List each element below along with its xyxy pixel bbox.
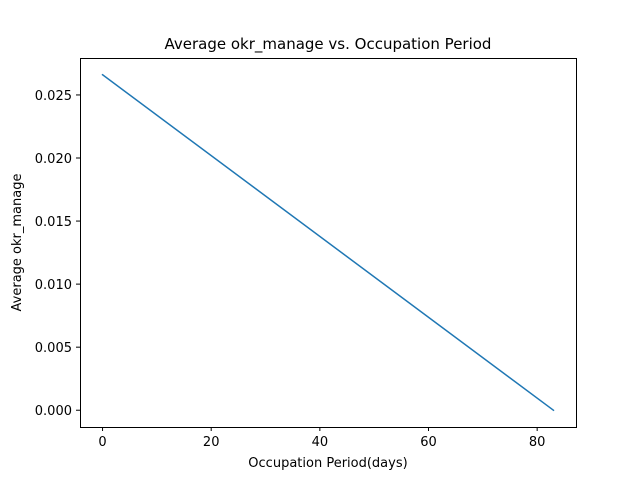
x-tick-label: 0 <box>98 435 106 450</box>
y-tick-label: 0.010 <box>35 278 72 293</box>
y-axis-label: Average okr_manage <box>10 174 25 312</box>
plot-area-frame <box>80 58 577 428</box>
y-tick-label: 0.015 <box>35 215 72 230</box>
x-tick-label: 60 <box>420 435 437 450</box>
y-tick-label: 0.020 <box>35 152 72 167</box>
x-tick-label: 40 <box>312 435 329 450</box>
y-tick-label: 0.005 <box>35 341 72 356</box>
ticks-layer: 0 20 40 60 80 0.000 0.005 0.010 0.015 0.020 0.025 <box>35 89 546 450</box>
x-axis-label: Occupation Period(days) <box>248 456 407 471</box>
series-line <box>101 73 555 412</box>
x-tick-label: 20 <box>203 435 220 450</box>
series-layer <box>101 73 555 412</box>
chart-title: Average okr_manage vs. Occupation Period <box>165 35 492 54</box>
y-tick-label: 0.000 <box>35 404 72 419</box>
y-tick-label: 0.025 <box>35 89 72 104</box>
x-tick-label: 80 <box>529 435 546 450</box>
